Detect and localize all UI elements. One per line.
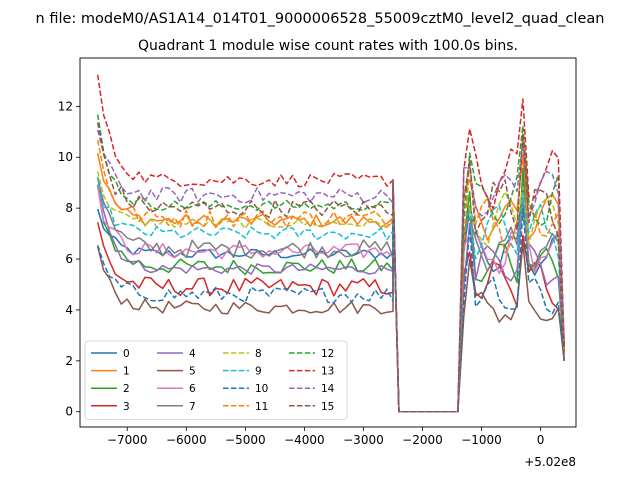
- legend-label-1: 1: [123, 366, 130, 378]
- legend-label-7: 7: [189, 401, 196, 413]
- series-line-1: [96, 153, 565, 413]
- series-line-11: [96, 133, 565, 413]
- legend-label-3: 3: [123, 401, 130, 413]
- y-tick-label: 12: [58, 99, 73, 113]
- series-line-10: [96, 194, 565, 413]
- axes-layer: −7000 −6000 −5000 −4000 −3000 −2000 −1000 0 0 2 4 6…: [58, 99, 545, 447]
- legend-label-12: 12: [321, 348, 334, 360]
- legend-label-10: 10: [255, 383, 268, 395]
- x-tick-label: −4000: [284, 433, 325, 447]
- series-layer: [96, 74, 565, 413]
- x-tick-label: 0: [537, 433, 545, 447]
- series-line-13: [96, 74, 565, 413]
- legend-label-13: 13: [321, 366, 334, 378]
- series-line-9: [96, 176, 565, 413]
- legend-label-8: 8: [255, 348, 262, 360]
- series-line-4: [96, 177, 565, 413]
- legend-label-11: 11: [255, 401, 268, 413]
- series-line-12: [96, 114, 565, 413]
- legend-label-9: 9: [255, 366, 262, 378]
- y-tick-label: 10: [58, 150, 73, 164]
- series-line-8: [96, 171, 565, 413]
- legend-label-15: 15: [321, 401, 334, 413]
- legend-label-2: 2: [123, 383, 130, 395]
- x-tick-label: −3000: [343, 433, 384, 447]
- legend-label-5: 5: [189, 366, 196, 378]
- x-tick-label: −1000: [461, 433, 502, 447]
- x-tick-label: −2000: [402, 433, 443, 447]
- x-tick-label: −5000: [225, 433, 266, 447]
- x-tick-label: −6000: [166, 433, 207, 447]
- legend-label-6: 6: [189, 383, 196, 395]
- x-offset-label: +5.02e8: [524, 455, 576, 469]
- series-line-7: [96, 177, 565, 413]
- series-line-6: [96, 186, 565, 413]
- plot-frame: [79, 57, 577, 428]
- y-tick-label: 2: [65, 354, 73, 368]
- x-tick-label: −7000: [107, 433, 148, 447]
- legend-label-0: 0: [123, 348, 130, 360]
- series-line-14: [96, 129, 565, 413]
- y-tick-label: 8: [65, 201, 73, 215]
- suptitle: n file: modeM0/AS1A14_014T01_9000006528_…: [36, 11, 605, 27]
- legend-label-4: 4: [189, 348, 196, 360]
- y-tick-label: 4: [65, 303, 73, 317]
- legend-box: [84, 340, 348, 420]
- series-line-2: [96, 167, 565, 413]
- chart-title: Quadrant 1 module wise count rates with …: [138, 38, 518, 54]
- y-tick-label: 0: [65, 405, 73, 419]
- y-tick-label: 6: [65, 252, 73, 266]
- legend-label-14: 14: [321, 383, 335, 395]
